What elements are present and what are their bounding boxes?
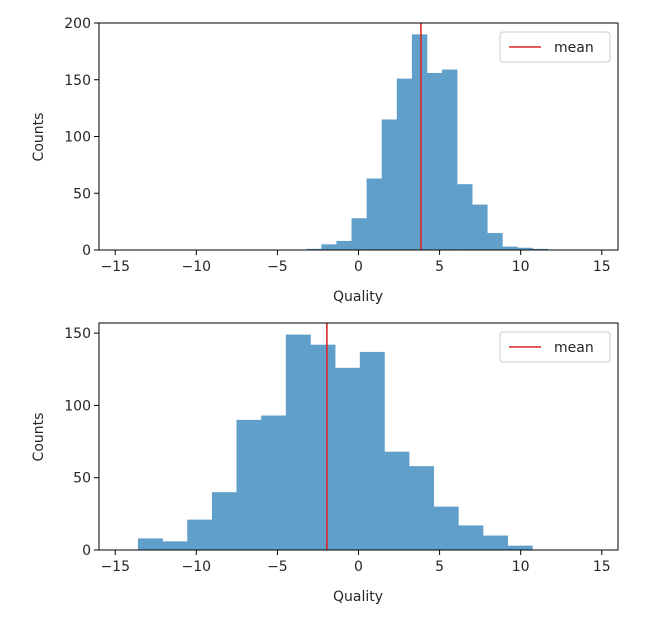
histogram-bar: [211, 492, 237, 550]
histogram-bar: [426, 72, 443, 250]
histogram-bar: [502, 246, 518, 250]
histogram-bar: [310, 344, 336, 550]
histogram-bottom-x-axis-label: Quality: [333, 589, 383, 605]
histogram-bar: [487, 232, 503, 250]
y-tick-label: 50: [73, 186, 91, 202]
histogram-bar: [507, 545, 533, 550]
histogram-bar: [396, 78, 413, 251]
y-tick-label: 100: [64, 398, 91, 414]
histogram-bar: [306, 248, 322, 250]
y-tick-label: 150: [64, 326, 91, 342]
histogram-bar: [285, 334, 311, 550]
x-tick-label: −10: [182, 259, 212, 275]
histogram-top-legend-box: [499, 31, 611, 63]
histogram-bar: [336, 240, 352, 250]
histogram-bar: [366, 178, 382, 250]
histogram-top-legend-label: mean: [554, 40, 594, 56]
x-tick-label: 5: [435, 259, 444, 275]
histogram-bar: [442, 69, 458, 250]
histogram-bar: [409, 466, 435, 550]
y-tick-label: 0: [82, 543, 91, 559]
histogram-bar: [351, 218, 367, 250]
x-tick-label: −5: [267, 559, 288, 575]
y-tick-label: 0: [82, 243, 91, 259]
histogram-bottom-legend-label: mean: [554, 340, 594, 356]
histogram-bottom-y-ticks: 0 50 100 150: [64, 326, 99, 559]
histogram-bottom-legend: mean: [499, 331, 611, 363]
histogram-bar: [517, 247, 533, 250]
x-tick-label: −10: [182, 559, 212, 575]
y-tick-label: 100: [64, 130, 91, 146]
x-tick-label: 10: [512, 559, 530, 575]
histogram-bar: [472, 204, 488, 250]
histogram-top-y-axis-label: Counts: [31, 113, 47, 162]
y-tick-label: 200: [64, 16, 91, 32]
histogram-bar: [359, 351, 385, 550]
histogram-top-legend: mean: [499, 31, 611, 63]
y-tick-label: 150: [64, 73, 91, 89]
histogram-bar: [236, 419, 262, 550]
histogram-bar: [384, 451, 410, 550]
histogram-top: −15 −10 −5 0 5 10 15 0 50 100 150 200 Quality Coun…: [31, 16, 619, 305]
histogram-bar: [187, 519, 213, 550]
x-tick-label: 5: [435, 559, 444, 575]
histogram-bar: [261, 415, 287, 550]
histogram-top-y-ticks: 0 50 100 150 200: [64, 16, 99, 259]
histogram-bar: [162, 541, 188, 550]
histogram-top-bars: [306, 34, 548, 251]
x-tick-label: 0: [354, 259, 363, 275]
histogram-bottom-y-axis-label: Counts: [31, 413, 47, 462]
x-tick-label: 0: [354, 559, 363, 575]
x-tick-label: −15: [100, 259, 130, 275]
x-tick-label: 10: [512, 259, 530, 275]
x-tick-label: 15: [593, 259, 611, 275]
x-tick-label: −5: [267, 259, 288, 275]
histogram-bar: [137, 538, 163, 550]
x-tick-label: 15: [593, 559, 611, 575]
histogram-bottom-bars: [137, 334, 533, 550]
histogram-bottom-x-ticks: −15 −10 −5 0 5 10 15: [100, 550, 611, 575]
histogram-bar: [458, 525, 484, 550]
histogram-bar: [483, 535, 509, 550]
histogram-top-x-ticks: −15 −10 −5 0 5 10 15: [100, 250, 611, 275]
y-tick-label: 50: [73, 471, 91, 487]
histogram-bar: [433, 506, 459, 550]
histogram-bar: [381, 119, 398, 250]
histogram-bar: [457, 184, 473, 250]
histogram-bar: [532, 248, 548, 250]
x-tick-label: −15: [100, 559, 130, 575]
histogram-bar: [335, 367, 361, 550]
histogram-bar: [411, 34, 428, 250]
histogram-bottom-legend-box: [499, 331, 611, 363]
histogram-bar: [321, 244, 337, 250]
histogram-top-x-axis-label: Quality: [333, 289, 383, 305]
